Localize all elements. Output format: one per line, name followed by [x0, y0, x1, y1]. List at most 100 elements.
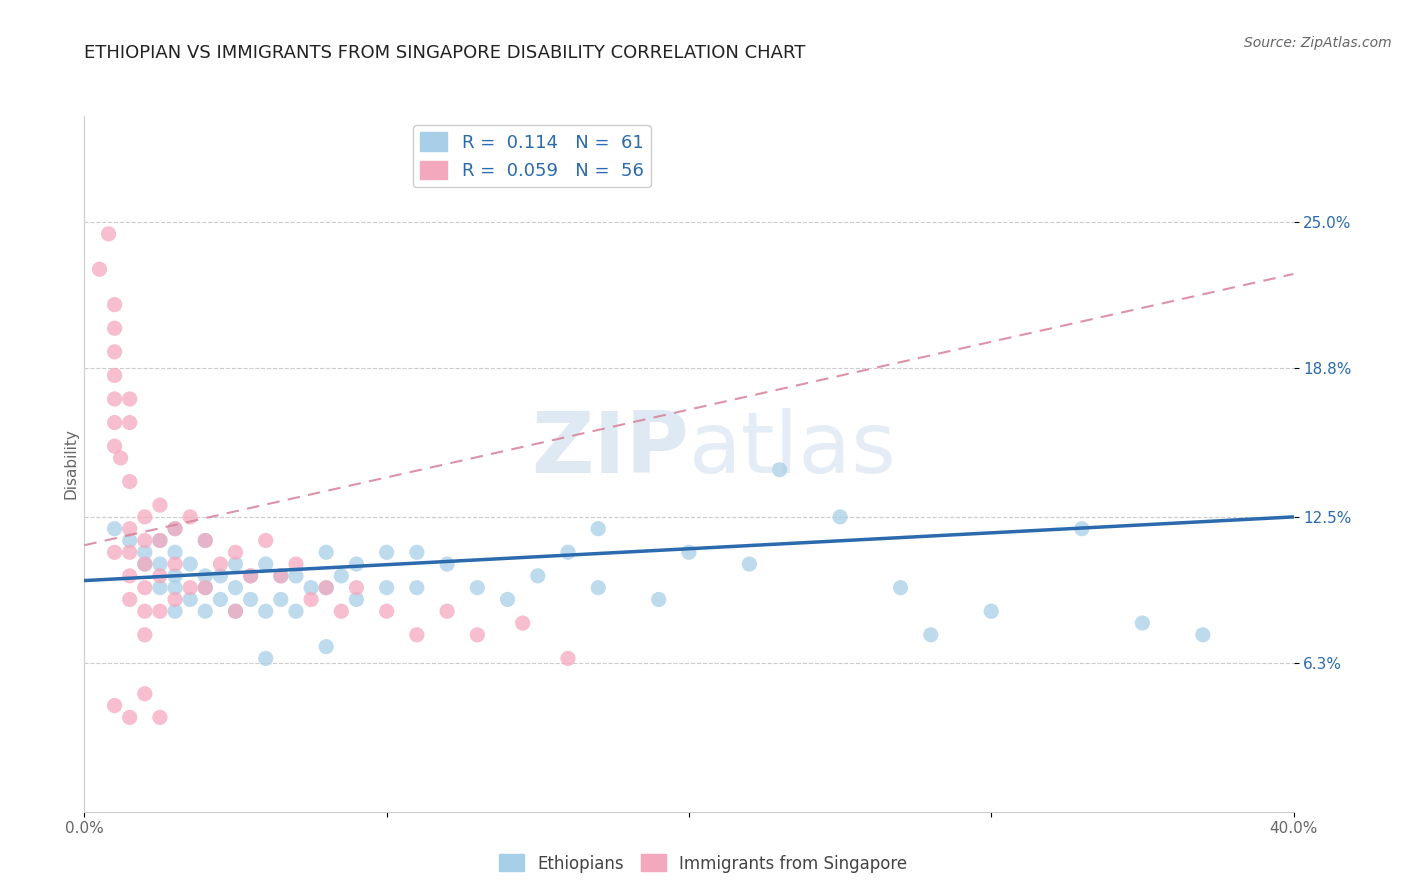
Point — [194, 533, 217, 548]
Point — [104, 545, 127, 559]
Point — [406, 628, 429, 642]
Point — [134, 581, 156, 595]
Point — [436, 557, 458, 571]
Point — [163, 522, 186, 536]
Point — [225, 604, 247, 618]
Point — [284, 604, 308, 618]
Point — [270, 569, 292, 583]
Point — [149, 533, 172, 548]
Text: Source: ZipAtlas.com: Source: ZipAtlas.com — [1244, 36, 1392, 50]
Point — [163, 592, 186, 607]
Point — [97, 227, 120, 241]
Point — [149, 533, 172, 548]
Point — [330, 604, 353, 618]
Text: ETHIOPIAN VS IMMIGRANTS FROM SINGAPORE DISABILITY CORRELATION CHART: ETHIOPIAN VS IMMIGRANTS FROM SINGAPORE D… — [84, 45, 806, 62]
Point — [526, 569, 548, 583]
Point — [179, 509, 201, 524]
Point — [225, 604, 247, 618]
Point — [104, 392, 127, 406]
Point — [254, 557, 277, 571]
Point — [239, 592, 262, 607]
Point — [1191, 628, 1213, 642]
Point — [104, 522, 127, 536]
Point — [134, 687, 156, 701]
Point — [375, 604, 398, 618]
Point — [239, 569, 262, 583]
Point — [284, 557, 308, 571]
Point — [299, 592, 322, 607]
Point — [104, 298, 127, 312]
Point — [134, 557, 156, 571]
Point — [149, 569, 172, 583]
Point — [254, 651, 277, 665]
Point — [270, 569, 292, 583]
Point — [980, 604, 1002, 618]
Point — [194, 581, 217, 595]
Point — [163, 545, 186, 559]
Point — [254, 533, 277, 548]
Point — [134, 628, 156, 642]
Point — [436, 604, 458, 618]
Point — [209, 569, 232, 583]
Legend: Ethiopians, Immigrants from Singapore: Ethiopians, Immigrants from Singapore — [492, 847, 914, 880]
Point — [588, 581, 610, 595]
Point — [149, 581, 172, 595]
Point — [647, 592, 671, 607]
Point — [194, 569, 217, 583]
Point — [118, 545, 141, 559]
Point — [557, 545, 579, 559]
Legend: R =  0.114   N =  61, R =  0.059   N =  56: R = 0.114 N = 61, R = 0.059 N = 56 — [413, 125, 651, 187]
Point — [118, 592, 141, 607]
Point — [254, 604, 277, 618]
Point — [239, 569, 262, 583]
Point — [890, 581, 912, 595]
Point — [194, 604, 217, 618]
Point — [346, 557, 368, 571]
Point — [512, 615, 534, 630]
Point — [179, 581, 201, 595]
Point — [118, 569, 141, 583]
Point — [104, 344, 127, 359]
Point — [346, 581, 368, 595]
Point — [163, 569, 186, 583]
Point — [118, 392, 141, 406]
Point — [738, 557, 761, 571]
Point — [225, 557, 247, 571]
Point — [769, 463, 792, 477]
Point — [163, 604, 186, 618]
Point — [194, 533, 217, 548]
Point — [163, 581, 186, 595]
Point — [315, 545, 337, 559]
Point — [163, 557, 186, 571]
Point — [315, 581, 337, 595]
Point — [134, 557, 156, 571]
Point — [467, 628, 489, 642]
Point — [104, 321, 127, 335]
Point — [830, 509, 852, 524]
Point — [225, 581, 247, 595]
Point — [209, 557, 232, 571]
Point — [89, 262, 111, 277]
Point — [375, 545, 398, 559]
Point — [467, 581, 489, 595]
Point — [149, 604, 172, 618]
Point — [149, 498, 172, 512]
Point — [225, 545, 247, 559]
Point — [104, 368, 127, 383]
Text: atlas: atlas — [689, 409, 897, 491]
Point — [315, 581, 337, 595]
Point — [375, 581, 398, 595]
Point — [163, 522, 186, 536]
Point — [678, 545, 700, 559]
Point — [179, 557, 201, 571]
Point — [149, 557, 172, 571]
Point — [118, 475, 141, 489]
Text: ZIP: ZIP — [531, 409, 689, 491]
Point — [118, 522, 141, 536]
Point — [194, 581, 217, 595]
Point — [406, 581, 429, 595]
Point — [406, 545, 429, 559]
Point — [496, 592, 519, 607]
Point — [284, 569, 308, 583]
Point — [346, 592, 368, 607]
